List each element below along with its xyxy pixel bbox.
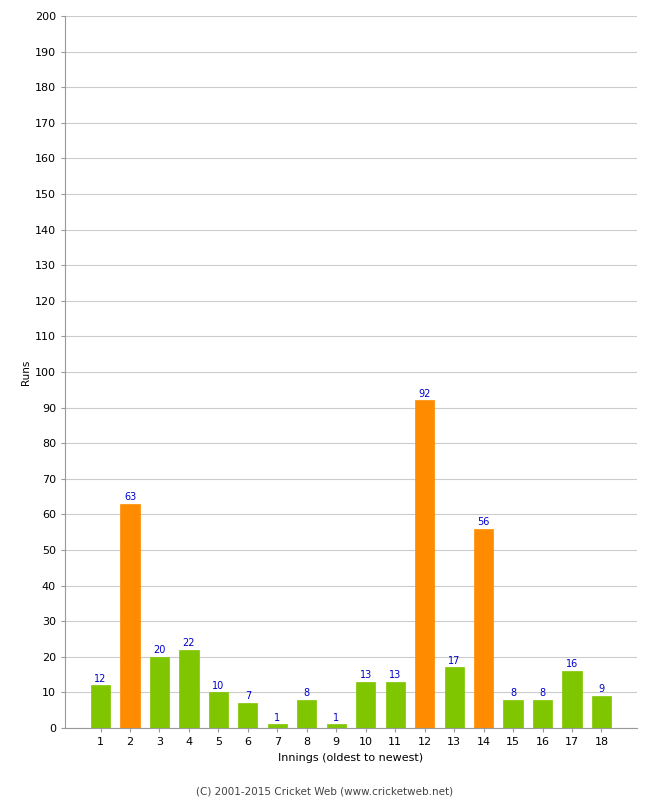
Bar [415, 401, 434, 728]
Bar [150, 657, 169, 728]
Text: 8: 8 [304, 688, 310, 698]
Text: 10: 10 [213, 681, 224, 690]
Bar [385, 682, 405, 728]
Text: 17: 17 [448, 656, 460, 666]
Bar [445, 667, 463, 728]
Text: 92: 92 [419, 389, 431, 398]
Text: 8: 8 [510, 688, 516, 698]
Bar [504, 699, 523, 728]
Y-axis label: Runs: Runs [21, 359, 31, 385]
Bar [474, 529, 493, 728]
Text: 63: 63 [124, 492, 136, 502]
Text: 8: 8 [540, 688, 545, 698]
Bar [592, 696, 611, 728]
Text: 56: 56 [477, 517, 489, 527]
Bar [562, 671, 582, 728]
Bar [268, 725, 287, 728]
Text: (C) 2001-2015 Cricket Web (www.cricketweb.net): (C) 2001-2015 Cricket Web (www.cricketwe… [196, 786, 454, 796]
Bar [209, 693, 228, 728]
Bar [91, 686, 110, 728]
Text: 16: 16 [566, 659, 578, 670]
Bar [533, 699, 552, 728]
Text: 7: 7 [245, 691, 251, 702]
Text: 1: 1 [274, 713, 280, 722]
Bar [239, 703, 257, 728]
Bar [297, 699, 317, 728]
Text: 12: 12 [94, 674, 107, 683]
Text: 1: 1 [333, 713, 339, 722]
Bar [327, 725, 346, 728]
Text: 20: 20 [153, 645, 166, 655]
Text: 13: 13 [359, 670, 372, 680]
Bar [356, 682, 375, 728]
Text: 22: 22 [183, 638, 195, 648]
Bar [179, 650, 198, 728]
Text: 9: 9 [599, 684, 604, 694]
Text: 13: 13 [389, 670, 401, 680]
X-axis label: Innings (oldest to newest): Innings (oldest to newest) [278, 753, 424, 762]
Bar [120, 504, 140, 728]
